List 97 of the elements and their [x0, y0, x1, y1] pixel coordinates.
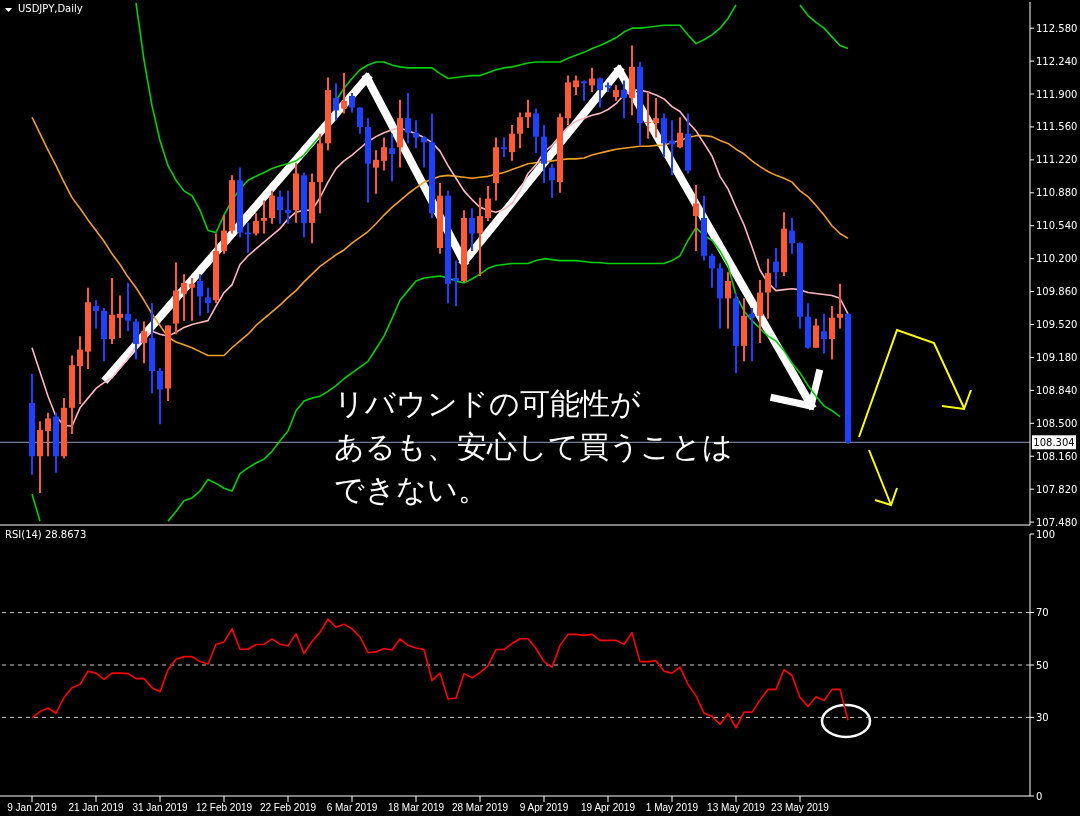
candlestick	[533, 107, 539, 155]
x-tick-label: 22 Feb 2019	[259, 802, 317, 814]
x-tick-label: 21 Jan 2019	[68, 802, 124, 814]
y-tick-label: 100	[1036, 528, 1056, 540]
candlestick	[757, 278, 763, 344]
candlestick	[141, 320, 147, 365]
candlestick	[693, 184, 699, 252]
x-tick-label: 28 Mar 2019	[451, 802, 509, 814]
candlestick	[765, 257, 771, 320]
candlestick	[653, 96, 659, 139]
y-tick-label: 110.880	[1036, 187, 1078, 199]
candlestick	[597, 76, 603, 109]
candlestick	[77, 335, 83, 405]
y-tick-label: 111.560	[1036, 121, 1078, 133]
candlestick	[93, 299, 99, 330]
x-tick-label: 1 May 2019	[645, 802, 699, 814]
y-tick-label: 108.500	[1036, 417, 1078, 429]
y-tick-label: 109.520	[1036, 319, 1078, 331]
ref-line-label: 108.304	[1033, 437, 1075, 449]
candlestick	[405, 92, 411, 145]
y-tick-label: 70	[1036, 607, 1049, 619]
line-series	[31, 116, 849, 357]
x-tick-label: 19 Apr 2019	[581, 802, 636, 814]
y-tick-label: 109.180	[1036, 352, 1078, 363]
x-tick-label: 18 Mar 2019	[387, 802, 445, 814]
candlestick	[333, 82, 339, 122]
candlestick	[525, 98, 531, 129]
x-tick-label: 31 Jan 2019	[132, 802, 188, 814]
x-tick-label: 9 Apr 2019	[519, 802, 569, 814]
y-tick-label: 111.220	[1036, 154, 1078, 166]
candlestick	[373, 149, 379, 195]
candlestick	[197, 273, 203, 317]
y-tick-label: 111.900	[1036, 88, 1078, 100]
candlestick	[789, 216, 795, 255]
line-series	[31, 618, 849, 729]
candlestick	[389, 132, 395, 183]
candlestick	[837, 282, 843, 330]
x-tick-label: 13 May 2019	[707, 802, 766, 814]
candlestick	[469, 207, 475, 252]
candlestick	[453, 259, 459, 308]
candlestick	[381, 136, 387, 172]
candlestick	[581, 79, 587, 102]
y-tick-label: 50	[1036, 659, 1049, 671]
candlestick	[413, 119, 419, 150]
y-tick-label: 30	[1036, 711, 1049, 723]
candlestick	[501, 136, 507, 158]
candlestick	[573, 74, 579, 96]
candlestick	[253, 212, 259, 237]
candlestick	[157, 367, 163, 426]
x-tick-label: 6 Mar 2019	[326, 802, 378, 814]
candlestick	[621, 79, 627, 120]
candlestick	[221, 214, 227, 255]
candlestick	[773, 247, 779, 289]
chart-title: RSI(14) 28.8673	[5, 529, 87, 540]
candlestick	[341, 71, 347, 115]
candlestick	[677, 116, 683, 150]
candlestick	[133, 317, 139, 361]
candlestick	[749, 307, 755, 363]
y-tick-label: 110.540	[1036, 220, 1078, 232]
y-tick-label: 108.160	[1036, 450, 1078, 462]
candlestick	[725, 271, 731, 330]
x-tick-label: 23 May 2019	[771, 802, 830, 814]
candlestick	[189, 277, 195, 322]
candlestick	[117, 294, 123, 340]
candlestick	[261, 199, 267, 235]
candlestick	[829, 305, 835, 361]
y-tick-label: 112.580	[1036, 22, 1078, 34]
candlestick	[357, 106, 363, 135]
candlestick	[669, 119, 675, 177]
candlestick	[269, 189, 275, 225]
y-tick-label: 110.200	[1036, 253, 1078, 265]
candlestick	[285, 189, 291, 225]
candlestick	[517, 111, 523, 150]
line-series	[31, 89, 849, 428]
y-tick-label: 109.860	[1036, 286, 1078, 298]
candlestick	[645, 91, 651, 140]
candlestick	[709, 252, 715, 289]
x-tick-label: 12 Feb 2019	[195, 802, 253, 814]
candlestick	[181, 273, 187, 322]
candlestick	[549, 162, 555, 199]
candlestick	[477, 196, 483, 278]
candlestick	[813, 317, 819, 349]
candlestick	[45, 411, 51, 458]
x-tick-label: 9 Jan 2019	[7, 802, 58, 814]
y-tick-label: 107.820	[1036, 483, 1078, 495]
candlestick	[349, 92, 355, 114]
candlestick	[485, 185, 491, 222]
candlestick	[821, 312, 827, 355]
y-tick-label: 0	[1036, 790, 1043, 802]
candlestick	[509, 124, 515, 162]
y-tick-label: 112.240	[1036, 55, 1078, 67]
candlestick	[125, 281, 131, 333]
candlestick	[277, 189, 283, 225]
chart-title: USDJPY,Daily	[18, 3, 83, 14]
y-tick-label: 108.840	[1036, 384, 1078, 396]
y-tick-label: 107.480	[1036, 516, 1078, 528]
candlestick	[205, 286, 211, 314]
